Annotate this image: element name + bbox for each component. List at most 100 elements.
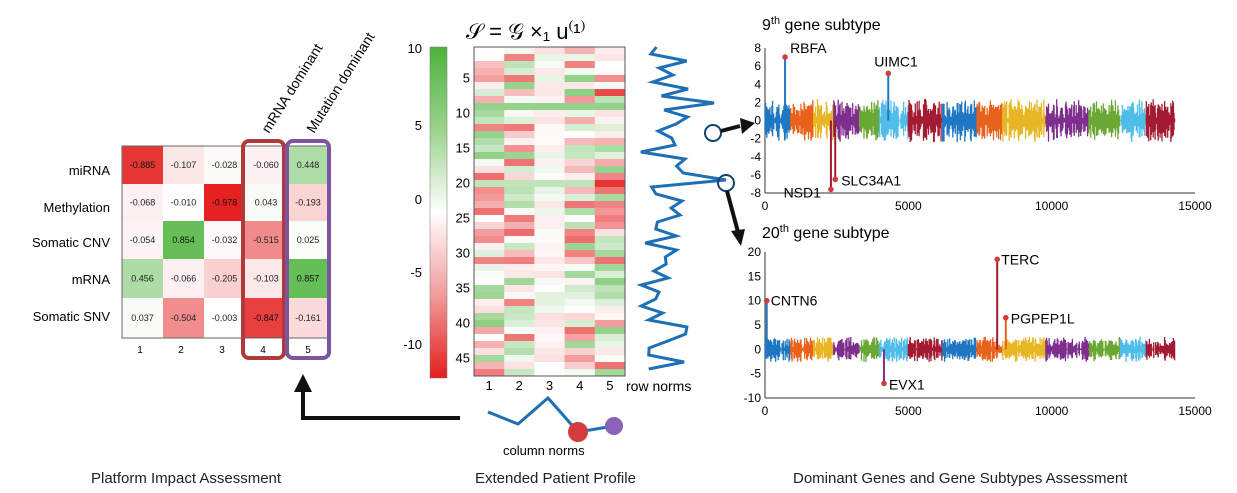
profile-cell [594, 103, 626, 111]
profile-cell [474, 243, 505, 251]
profile-cell [594, 145, 626, 153]
chromosome-signal [976, 100, 1004, 141]
column-norms-curve [487, 395, 615, 434]
chromosome-signal [1145, 99, 1176, 143]
profile-cell [534, 215, 565, 223]
chromosome-signal [879, 99, 909, 141]
chromosome-signal [879, 337, 909, 362]
profile-col-tick: 2 [516, 378, 523, 393]
profile-cell [504, 341, 535, 349]
profile-cell [534, 75, 565, 83]
profile-cell [474, 110, 505, 118]
platform-cell [163, 259, 204, 298]
profile-cell [564, 334, 596, 342]
subtype-arrows [720, 118, 755, 246]
gene-marker [885, 70, 892, 77]
platform-cell-value: 0.037 [131, 313, 154, 323]
platform-cell-value: -0.885 [130, 160, 156, 170]
platform-cell-value: -0.978 [212, 198, 238, 208]
platform-cell-value: -0.107 [171, 160, 197, 170]
profile-cell [504, 180, 535, 188]
chromosome-signal [858, 336, 880, 362]
chromosome-signal [1119, 99, 1147, 142]
profile-cell [504, 327, 535, 335]
profile-cell [594, 320, 626, 328]
row-highlight-20 [717, 174, 735, 192]
platform-cell [163, 184, 204, 221]
profile-cell [534, 54, 565, 62]
profile-cell [504, 236, 535, 244]
chromosome-signal [858, 100, 880, 141]
profile-cell [534, 159, 565, 167]
x-tick: 10000 [1035, 199, 1069, 213]
profile-col-tick: 5 [606, 378, 613, 393]
profile-cell [564, 82, 596, 90]
gene-marker [1003, 314, 1009, 321]
gene-marker [828, 186, 834, 193]
platform-heatmap: -0.885 -0.107 -0.028 -0.060 0.448 -0.068 -0.01… [32, 29, 378, 360]
profile-cell [504, 173, 535, 181]
profile-cell [594, 229, 626, 237]
profile-cell [594, 215, 626, 223]
profile-cell [504, 292, 535, 300]
profile-cell [504, 355, 535, 363]
profile-cell [564, 180, 596, 188]
profile-cell [564, 299, 596, 307]
profile-cell [504, 54, 535, 62]
profile-cell [594, 159, 626, 167]
profile-cell [534, 299, 565, 307]
y-tick: -10 [744, 391, 762, 405]
gene-label: SLC34A1 [841, 172, 901, 188]
gene-marker [881, 380, 887, 387]
platform-cell [122, 259, 163, 298]
profile-cell [564, 355, 596, 363]
profile-cell [534, 61, 565, 69]
chromosome-signal [833, 99, 860, 142]
profile-cell [534, 243, 565, 251]
platform-cell [245, 184, 287, 221]
profile-cell [474, 341, 505, 349]
profile-cell [504, 110, 535, 118]
profile-cell [594, 166, 626, 174]
profile-cell [474, 117, 505, 125]
profile-cell [474, 180, 505, 188]
profile-cell [534, 271, 565, 279]
profile-row-tick: 30 [456, 246, 470, 261]
row-label-methylation: Methylation [44, 200, 110, 215]
y-tick: 4 [754, 77, 761, 91]
caption-profile: Extended Patient Profile [475, 470, 636, 487]
profile-cell [564, 292, 596, 300]
profile-cell [564, 362, 596, 370]
profile-cell [474, 159, 505, 167]
profile-cell [504, 264, 535, 272]
platform-cell-value: 0.854 [172, 235, 195, 245]
profile-cell [594, 208, 626, 216]
y-tick: 15 [748, 269, 762, 283]
profile-cell [534, 68, 565, 76]
profile-cell [534, 313, 565, 321]
gene-label: CNTN6 [771, 293, 818, 309]
profile-cell [594, 61, 626, 69]
chromosome-signal [976, 336, 1004, 362]
profile-cell [594, 222, 626, 230]
column-norms-label: column norms [503, 443, 585, 458]
profile-cell [564, 250, 596, 258]
profile-cell [594, 117, 626, 125]
y-tick: 20 [748, 245, 762, 259]
profile-cell [594, 187, 626, 195]
profile-cell [564, 236, 596, 244]
profile-col-tick: 3 [546, 378, 553, 393]
patient-profile: 𝒮 = 𝒢 ×₁ u⁽¹⁾ 10 5 0 -5 -10 510152025303… [403, 19, 735, 458]
profile-cell [474, 152, 505, 160]
profile-cell [564, 320, 596, 328]
profile-cell [594, 278, 626, 286]
caption-subtypes: Dominant Genes and Gene Subtypes Assessm… [793, 470, 1128, 487]
platform-cell [204, 298, 245, 338]
subtype-9-plot: 9th gene subtype 8 6 4 2 0 -2 -4 -6 -8 0 5000 1000… [750, 15, 1212, 213]
profile-cell [564, 348, 596, 356]
profile-cell [534, 236, 565, 244]
profile-cell [594, 131, 626, 139]
x-tick: 0 [762, 199, 769, 213]
colorbar [429, 46, 448, 379]
profile-cell [564, 194, 596, 202]
